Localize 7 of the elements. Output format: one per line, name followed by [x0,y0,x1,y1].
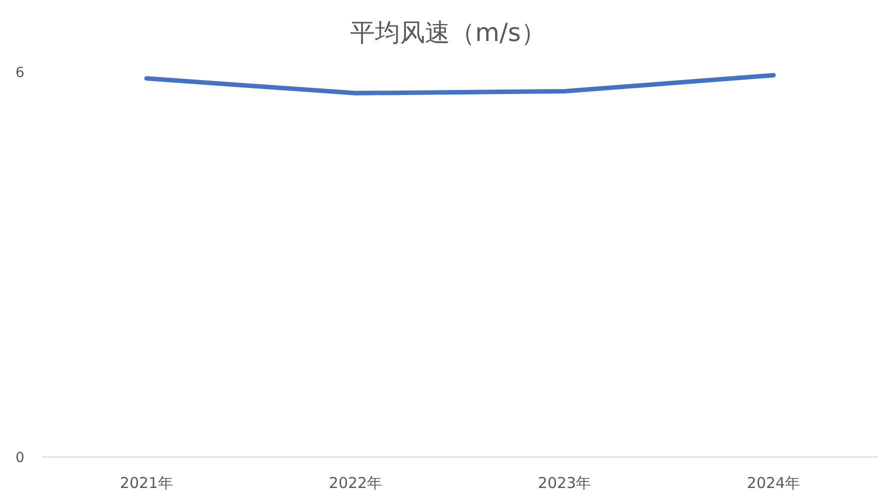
x-tick-label: 2024年 [746,474,800,492]
x-tick-label: 2023年 [538,474,592,492]
title: 平均风速（m/s） [350,18,546,47]
x-tick-label: 2021年 [120,474,174,492]
x-tick-label: 2022年 [328,474,382,492]
y-tick-label: 0 [16,450,24,466]
y-tick-label: 6 [16,65,24,81]
